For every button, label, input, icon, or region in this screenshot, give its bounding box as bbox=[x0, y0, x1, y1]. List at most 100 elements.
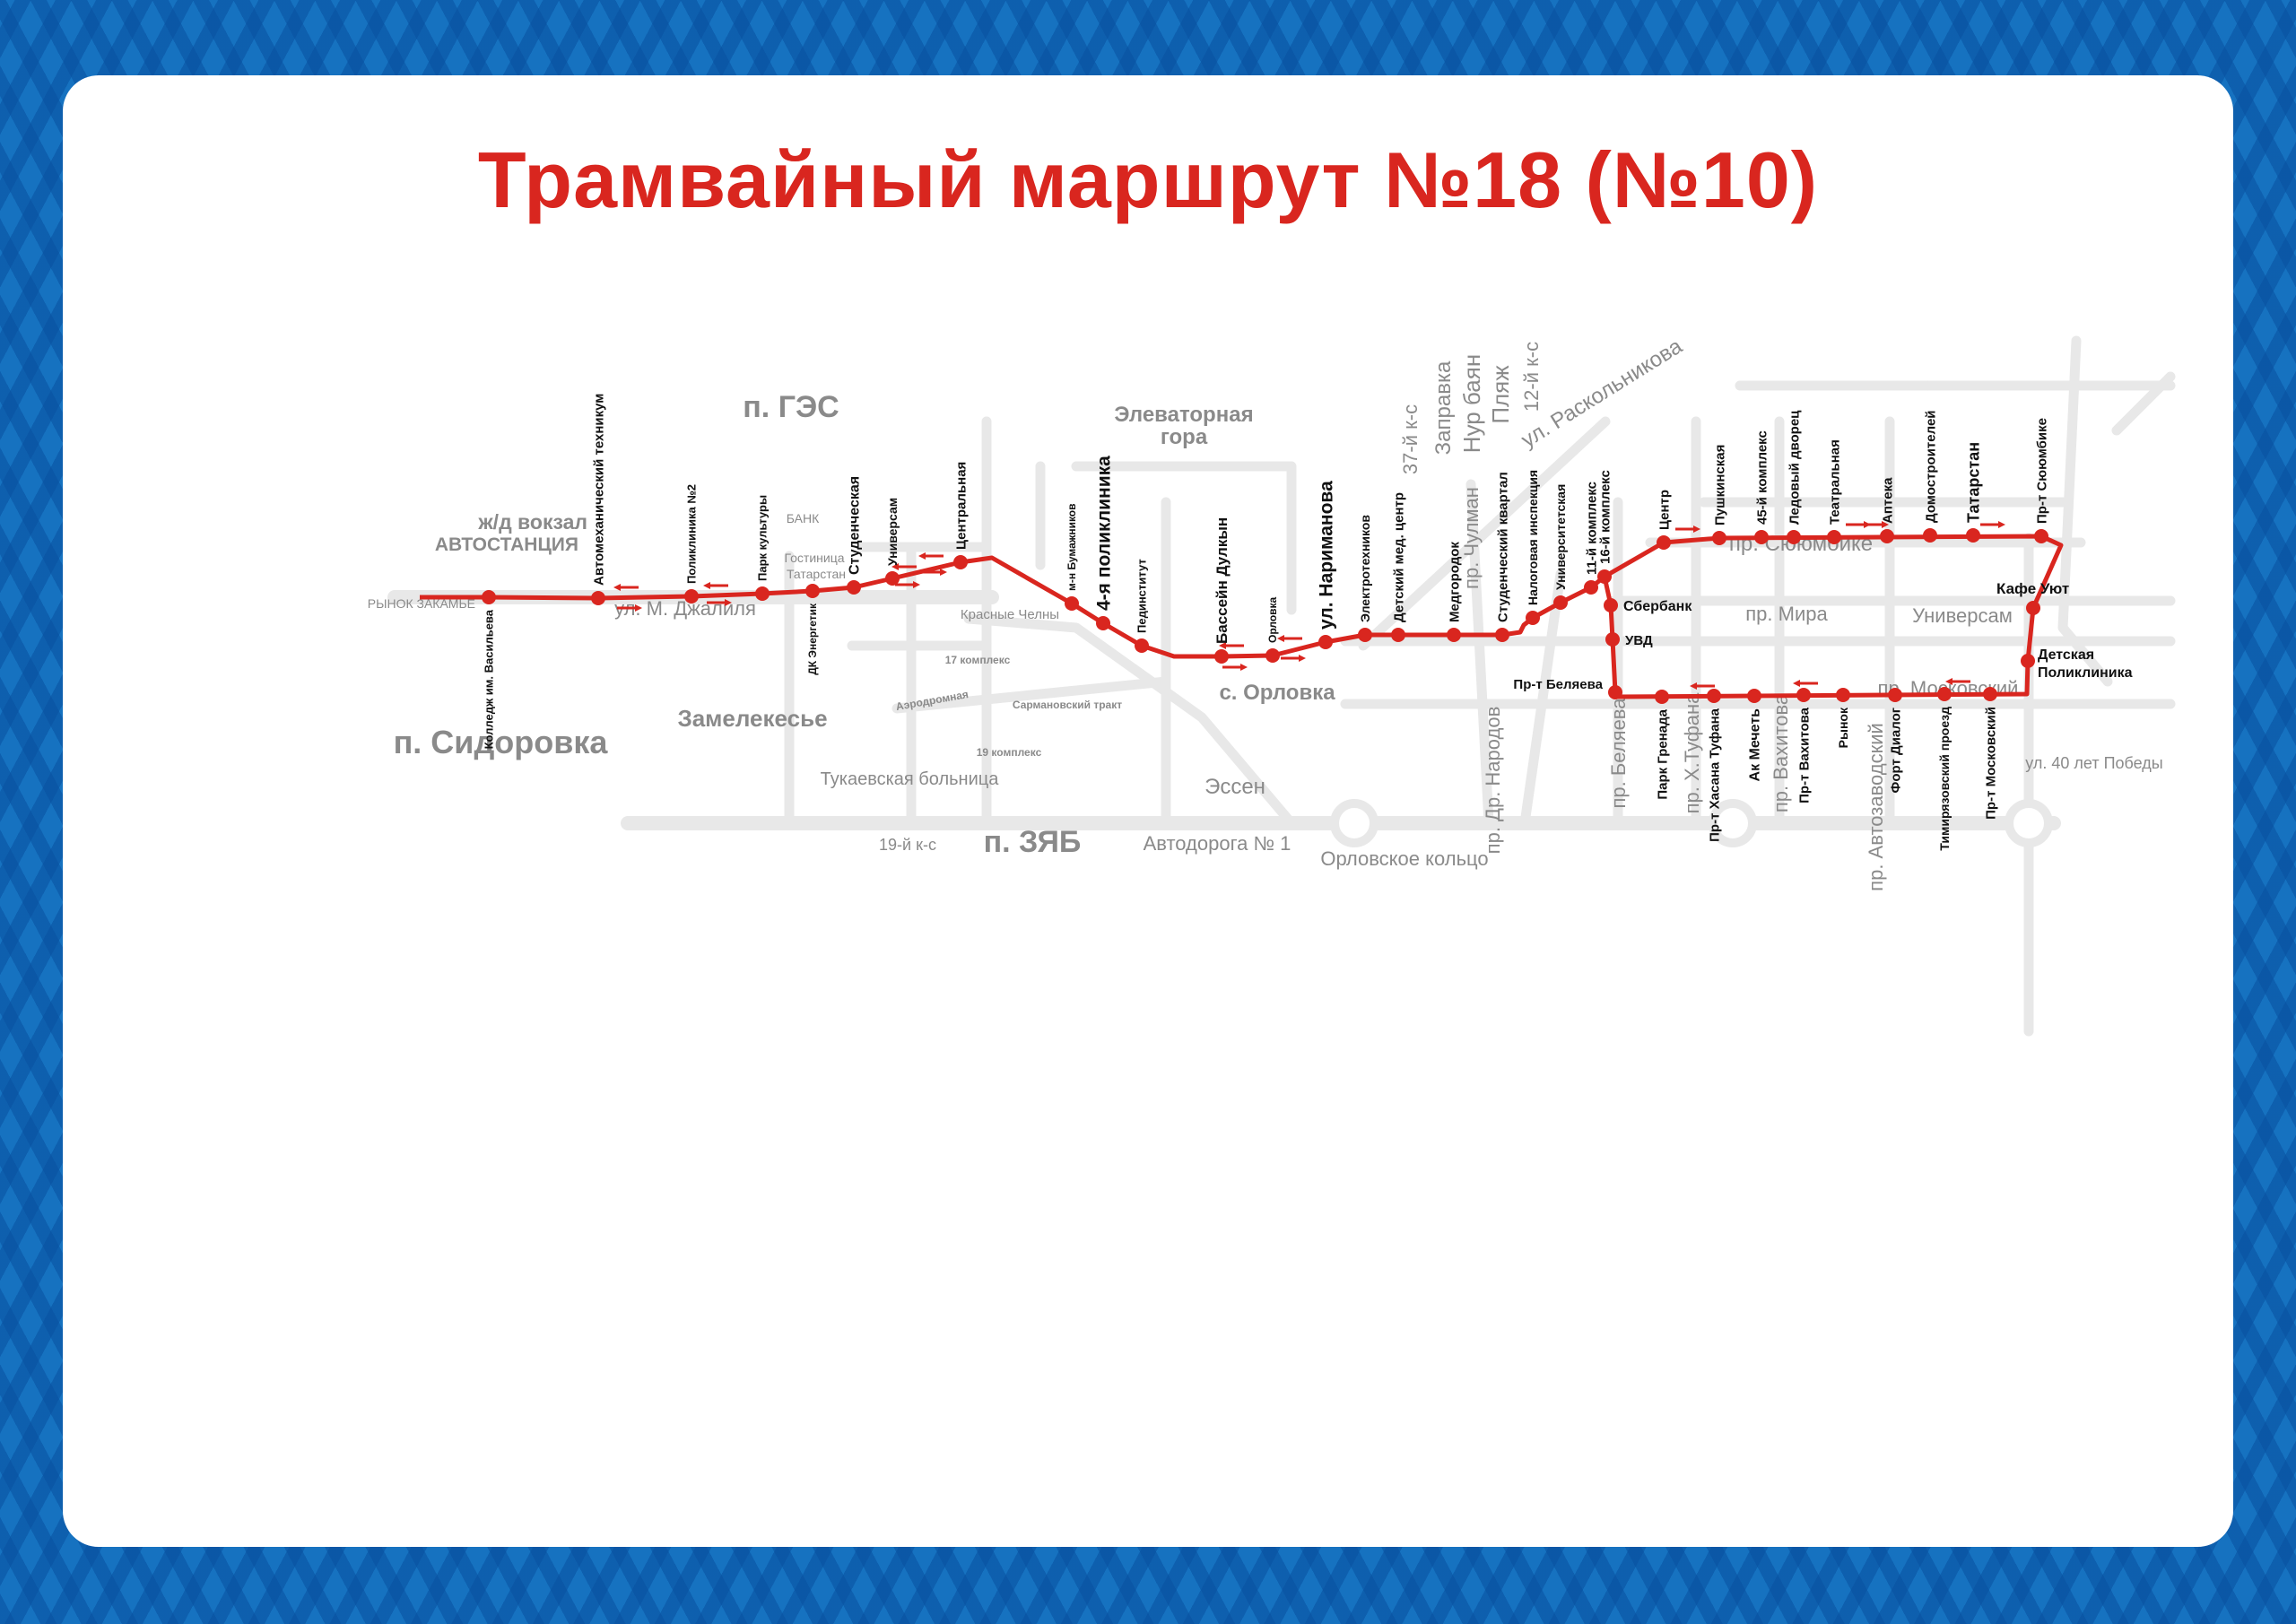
stop-marker[interactable] bbox=[953, 555, 968, 569]
stop-marker[interactable] bbox=[1966, 528, 1980, 543]
stop-marker[interactable] bbox=[1796, 688, 1811, 702]
stop[interactable]: УВД bbox=[1605, 632, 1653, 648]
stop-marker[interactable] bbox=[1747, 689, 1761, 703]
stop-marker[interactable] bbox=[755, 586, 770, 601]
stop-label: Детская bbox=[2038, 647, 2094, 663]
stop[interactable]: Кафе Уют bbox=[1996, 580, 2069, 615]
stop-marker[interactable] bbox=[1888, 688, 1902, 702]
stop[interactable]: Универсам bbox=[885, 498, 900, 586]
stop[interactable]: Парк Гренада bbox=[1655, 690, 1670, 800]
direction-arrow bbox=[918, 552, 944, 560]
stop-marker[interactable] bbox=[1447, 628, 1461, 642]
stop[interactable]: Пр-т Вахитова bbox=[1796, 688, 1812, 803]
stop[interactable]: Детский мед. центр bbox=[1391, 492, 1406, 642]
stop[interactable]: Пр-т Московский bbox=[1983, 687, 1998, 820]
stop[interactable]: Университетская bbox=[1553, 484, 1568, 610]
stop[interactable]: Центр bbox=[1657, 490, 1672, 550]
stop-marker[interactable] bbox=[1655, 690, 1669, 704]
stop[interactable]: Колледж им. Васильева bbox=[482, 590, 496, 749]
place-label: 12-й к-с bbox=[1520, 342, 1543, 412]
stop-marker[interactable] bbox=[1787, 530, 1801, 544]
stop-label: Парк Гренада bbox=[1655, 708, 1670, 799]
stop-marker[interactable] bbox=[1712, 531, 1726, 545]
stop[interactable]: Форт Диалог bbox=[1888, 688, 1903, 793]
stop[interactable]: Пр-т Беляева bbox=[1513, 677, 1622, 699]
stop-marker[interactable] bbox=[1495, 628, 1509, 642]
stop-marker[interactable] bbox=[1065, 596, 1079, 611]
stop-marker[interactable] bbox=[591, 591, 605, 605]
stop[interactable]: Налоговая инспекция bbox=[1526, 470, 1540, 625]
stop-marker[interactable] bbox=[482, 590, 496, 604]
stop[interactable]: Бассейн Дулкын bbox=[1213, 517, 1231, 664]
stop-marker[interactable] bbox=[2026, 601, 2040, 615]
stop-marker[interactable] bbox=[1923, 528, 1937, 543]
stop-marker[interactable] bbox=[1604, 598, 1618, 612]
stop[interactable]: Поликлиника №2 bbox=[684, 484, 699, 604]
stop-marker[interactable] bbox=[1265, 648, 1280, 663]
stop[interactable]: Сбербанк bbox=[1604, 598, 1692, 614]
stop[interactable]: Пр-т Сююмбике bbox=[2034, 418, 2049, 543]
stop[interactable]: Центральная bbox=[953, 462, 969, 569]
stop[interactable]: ДК Энергетик bbox=[805, 584, 820, 675]
stop[interactable]: Театральная bbox=[1827, 439, 1842, 544]
stop-marker[interactable] bbox=[1937, 687, 1952, 701]
stop-label: Театральная bbox=[1827, 439, 1842, 525]
stop-marker[interactable] bbox=[1391, 628, 1405, 642]
stop-marker[interactable] bbox=[1214, 649, 1229, 664]
stop-marker[interactable] bbox=[1983, 687, 1997, 701]
stop[interactable]: Детская bbox=[2021, 647, 2094, 668]
stop-marker[interactable] bbox=[1707, 689, 1721, 703]
stop[interactable]: Пр-т Хасана Туфана bbox=[1707, 689, 1722, 842]
stop-label: Центр bbox=[1657, 490, 1672, 530]
stop-marker[interactable] bbox=[684, 589, 699, 604]
direction-arrow bbox=[1690, 682, 1715, 690]
stop[interactable]: 4-я поликлиника bbox=[1093, 456, 1114, 630]
stop[interactable]: Аптека bbox=[1880, 477, 1895, 543]
stop[interactable]: Студенческая bbox=[847, 476, 863, 595]
stop[interactable]: ул. Нариманова bbox=[1316, 481, 1336, 649]
stop[interactable]: Ак Мечеть bbox=[1747, 689, 1763, 781]
stop-marker[interactable] bbox=[1754, 530, 1769, 544]
stop-marker[interactable] bbox=[1553, 595, 1568, 610]
stop[interactable]: Электротехников bbox=[1358, 515, 1372, 642]
stop-marker[interactable] bbox=[1608, 685, 1622, 699]
stop-marker[interactable] bbox=[1526, 611, 1540, 625]
stop-marker[interactable] bbox=[1135, 638, 1149, 653]
stop[interactable]: 11-й комплекс bbox=[1584, 482, 1599, 595]
stop-marker[interactable] bbox=[885, 571, 900, 586]
stop[interactable]: Пушкинская bbox=[1712, 445, 1727, 545]
stop[interactable]: Рынок bbox=[1836, 688, 1850, 748]
stop[interactable]: Пединститут bbox=[1135, 559, 1149, 653]
stop[interactable]: Орловка bbox=[1265, 596, 1280, 663]
stop-marker[interactable] bbox=[2021, 654, 2035, 668]
place-label: Татарстан bbox=[787, 567, 846, 581]
stop[interactable]: 45-й комплекс bbox=[1754, 430, 1770, 544]
stop-marker[interactable] bbox=[1318, 635, 1333, 649]
stop[interactable]: Татарстан bbox=[1964, 442, 1982, 543]
stop-marker[interactable] bbox=[1096, 616, 1110, 630]
stop-marker[interactable] bbox=[2034, 529, 2048, 543]
stop-marker[interactable] bbox=[1597, 569, 1612, 584]
stop-marker[interactable] bbox=[1605, 632, 1620, 647]
stop-marker[interactable] bbox=[1880, 529, 1894, 543]
stop-marker[interactable] bbox=[1358, 628, 1372, 642]
stop[interactable]: Студенческий квартал bbox=[1495, 472, 1510, 642]
stop[interactable]: Тимирязовский проезд bbox=[1937, 687, 1952, 851]
stop[interactable]: Поликлиника bbox=[2038, 665, 2133, 681]
stop[interactable]: Домостроителей bbox=[1923, 410, 1938, 543]
stop[interactable]: Медгородок bbox=[1447, 542, 1462, 642]
stop-marker[interactable] bbox=[1584, 580, 1598, 595]
stop[interactable]: Ледовый дворец bbox=[1787, 410, 1802, 544]
stop-marker[interactable] bbox=[805, 584, 820, 598]
place-label: Элеваторная bbox=[1114, 403, 1253, 427]
stop-label: Электротехников bbox=[1358, 515, 1372, 622]
stop[interactable]: Парк культуры bbox=[755, 495, 770, 601]
stop-marker[interactable] bbox=[1657, 535, 1671, 550]
stop[interactable]: Автомеханический техникум bbox=[591, 394, 606, 605]
stop-marker[interactable] bbox=[847, 580, 861, 595]
stop-marker[interactable] bbox=[1827, 530, 1841, 544]
stop[interactable]: м-н Бумажников bbox=[1065, 503, 1079, 611]
stop[interactable]: 16-й комплекс bbox=[1597, 470, 1613, 584]
stop-marker[interactable] bbox=[1836, 688, 1850, 702]
direction-arrow bbox=[922, 569, 947, 576]
